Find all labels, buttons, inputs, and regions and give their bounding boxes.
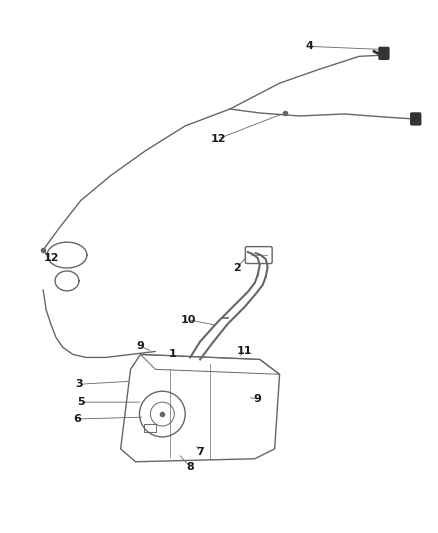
- Text: 2: 2: [233, 263, 241, 273]
- Text: 9: 9: [254, 394, 261, 404]
- Text: 1: 1: [169, 350, 176, 359]
- Text: 5: 5: [77, 397, 85, 407]
- Text: 4: 4: [305, 42, 313, 51]
- Text: 7: 7: [196, 447, 204, 457]
- FancyBboxPatch shape: [411, 113, 421, 125]
- FancyBboxPatch shape: [379, 47, 389, 59]
- Text: 11: 11: [237, 346, 253, 357]
- Text: 12: 12: [43, 253, 59, 263]
- Text: 9: 9: [137, 342, 145, 351]
- Text: 8: 8: [186, 462, 194, 472]
- Text: 3: 3: [75, 379, 83, 389]
- Text: 12: 12: [210, 134, 226, 144]
- Text: 10: 10: [180, 314, 196, 325]
- Text: 6: 6: [73, 414, 81, 424]
- Bar: [145, 424, 156, 432]
